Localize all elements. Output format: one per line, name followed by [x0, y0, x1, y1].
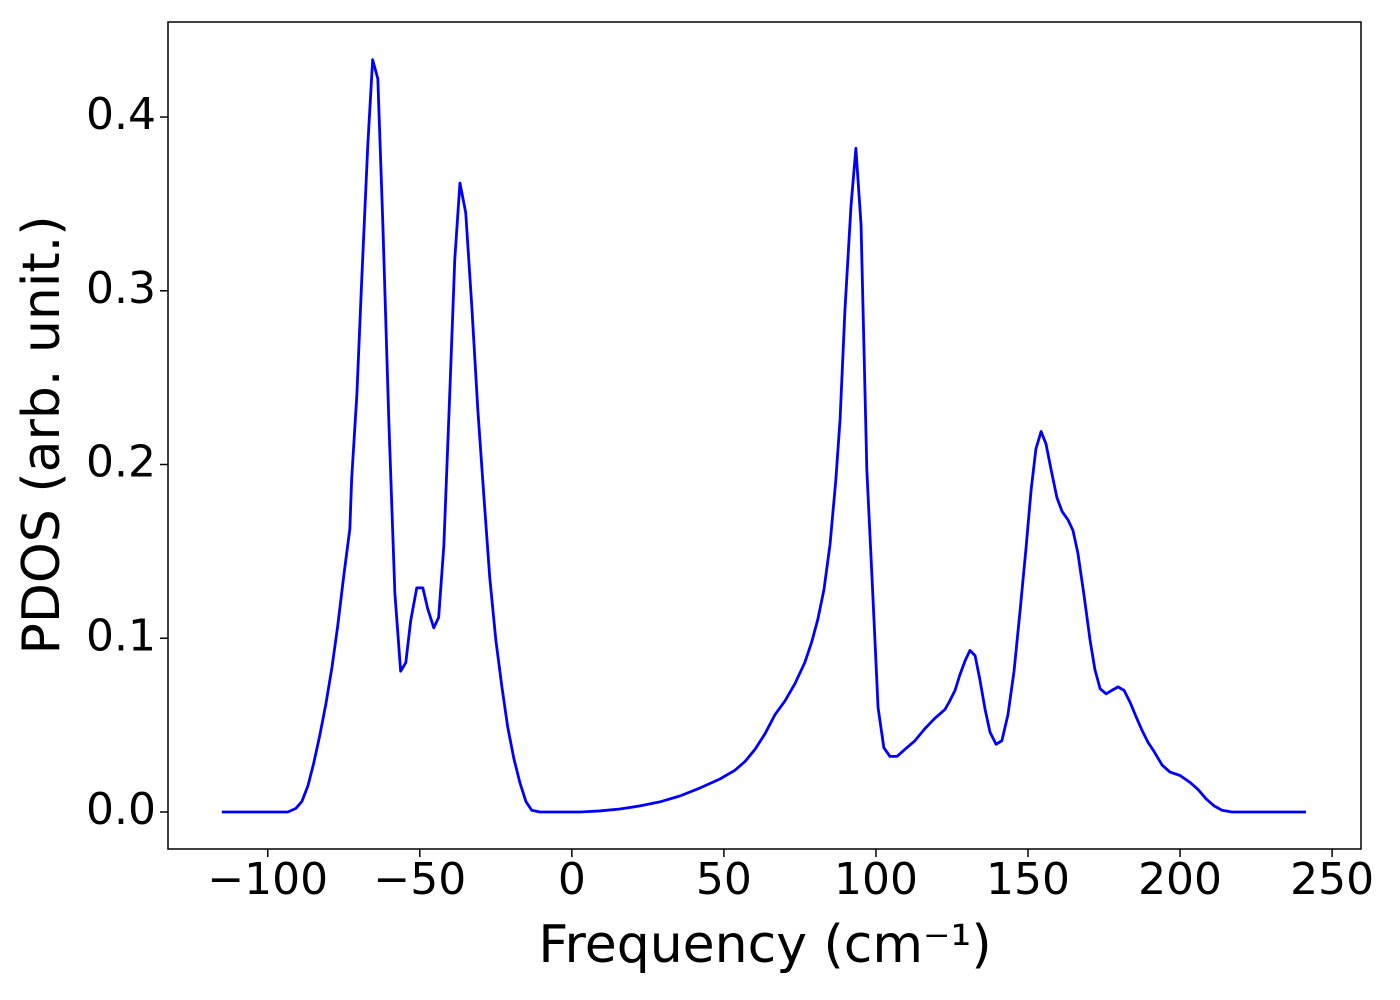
x-tick-label: 250 [1290, 854, 1374, 905]
plot-frame [167, 21, 1362, 850]
x-tick-label: 100 [834, 854, 918, 905]
y-tick-label: 0.3 [86, 263, 156, 314]
y-axis-label: PDOS (arb. unit.) [12, 215, 72, 654]
x-tick-label: 50 [696, 854, 752, 905]
x-tick-label: −50 [373, 854, 466, 905]
y-tick-label: 0.1 [86, 610, 156, 661]
x-axis-label: Frequency (cm⁻¹) [538, 915, 991, 975]
x-tick-label: 150 [986, 854, 1070, 905]
y-tick-label: 0.4 [86, 89, 156, 140]
x-tick-label: −100 [207, 854, 328, 905]
x-tick-label: 200 [1138, 854, 1222, 905]
y-tick-label: 0.2 [86, 437, 156, 488]
x-tick-label: 0 [558, 854, 586, 905]
pdos-line [221, 58, 1306, 814]
y-tick-label: 0.0 [86, 784, 156, 835]
